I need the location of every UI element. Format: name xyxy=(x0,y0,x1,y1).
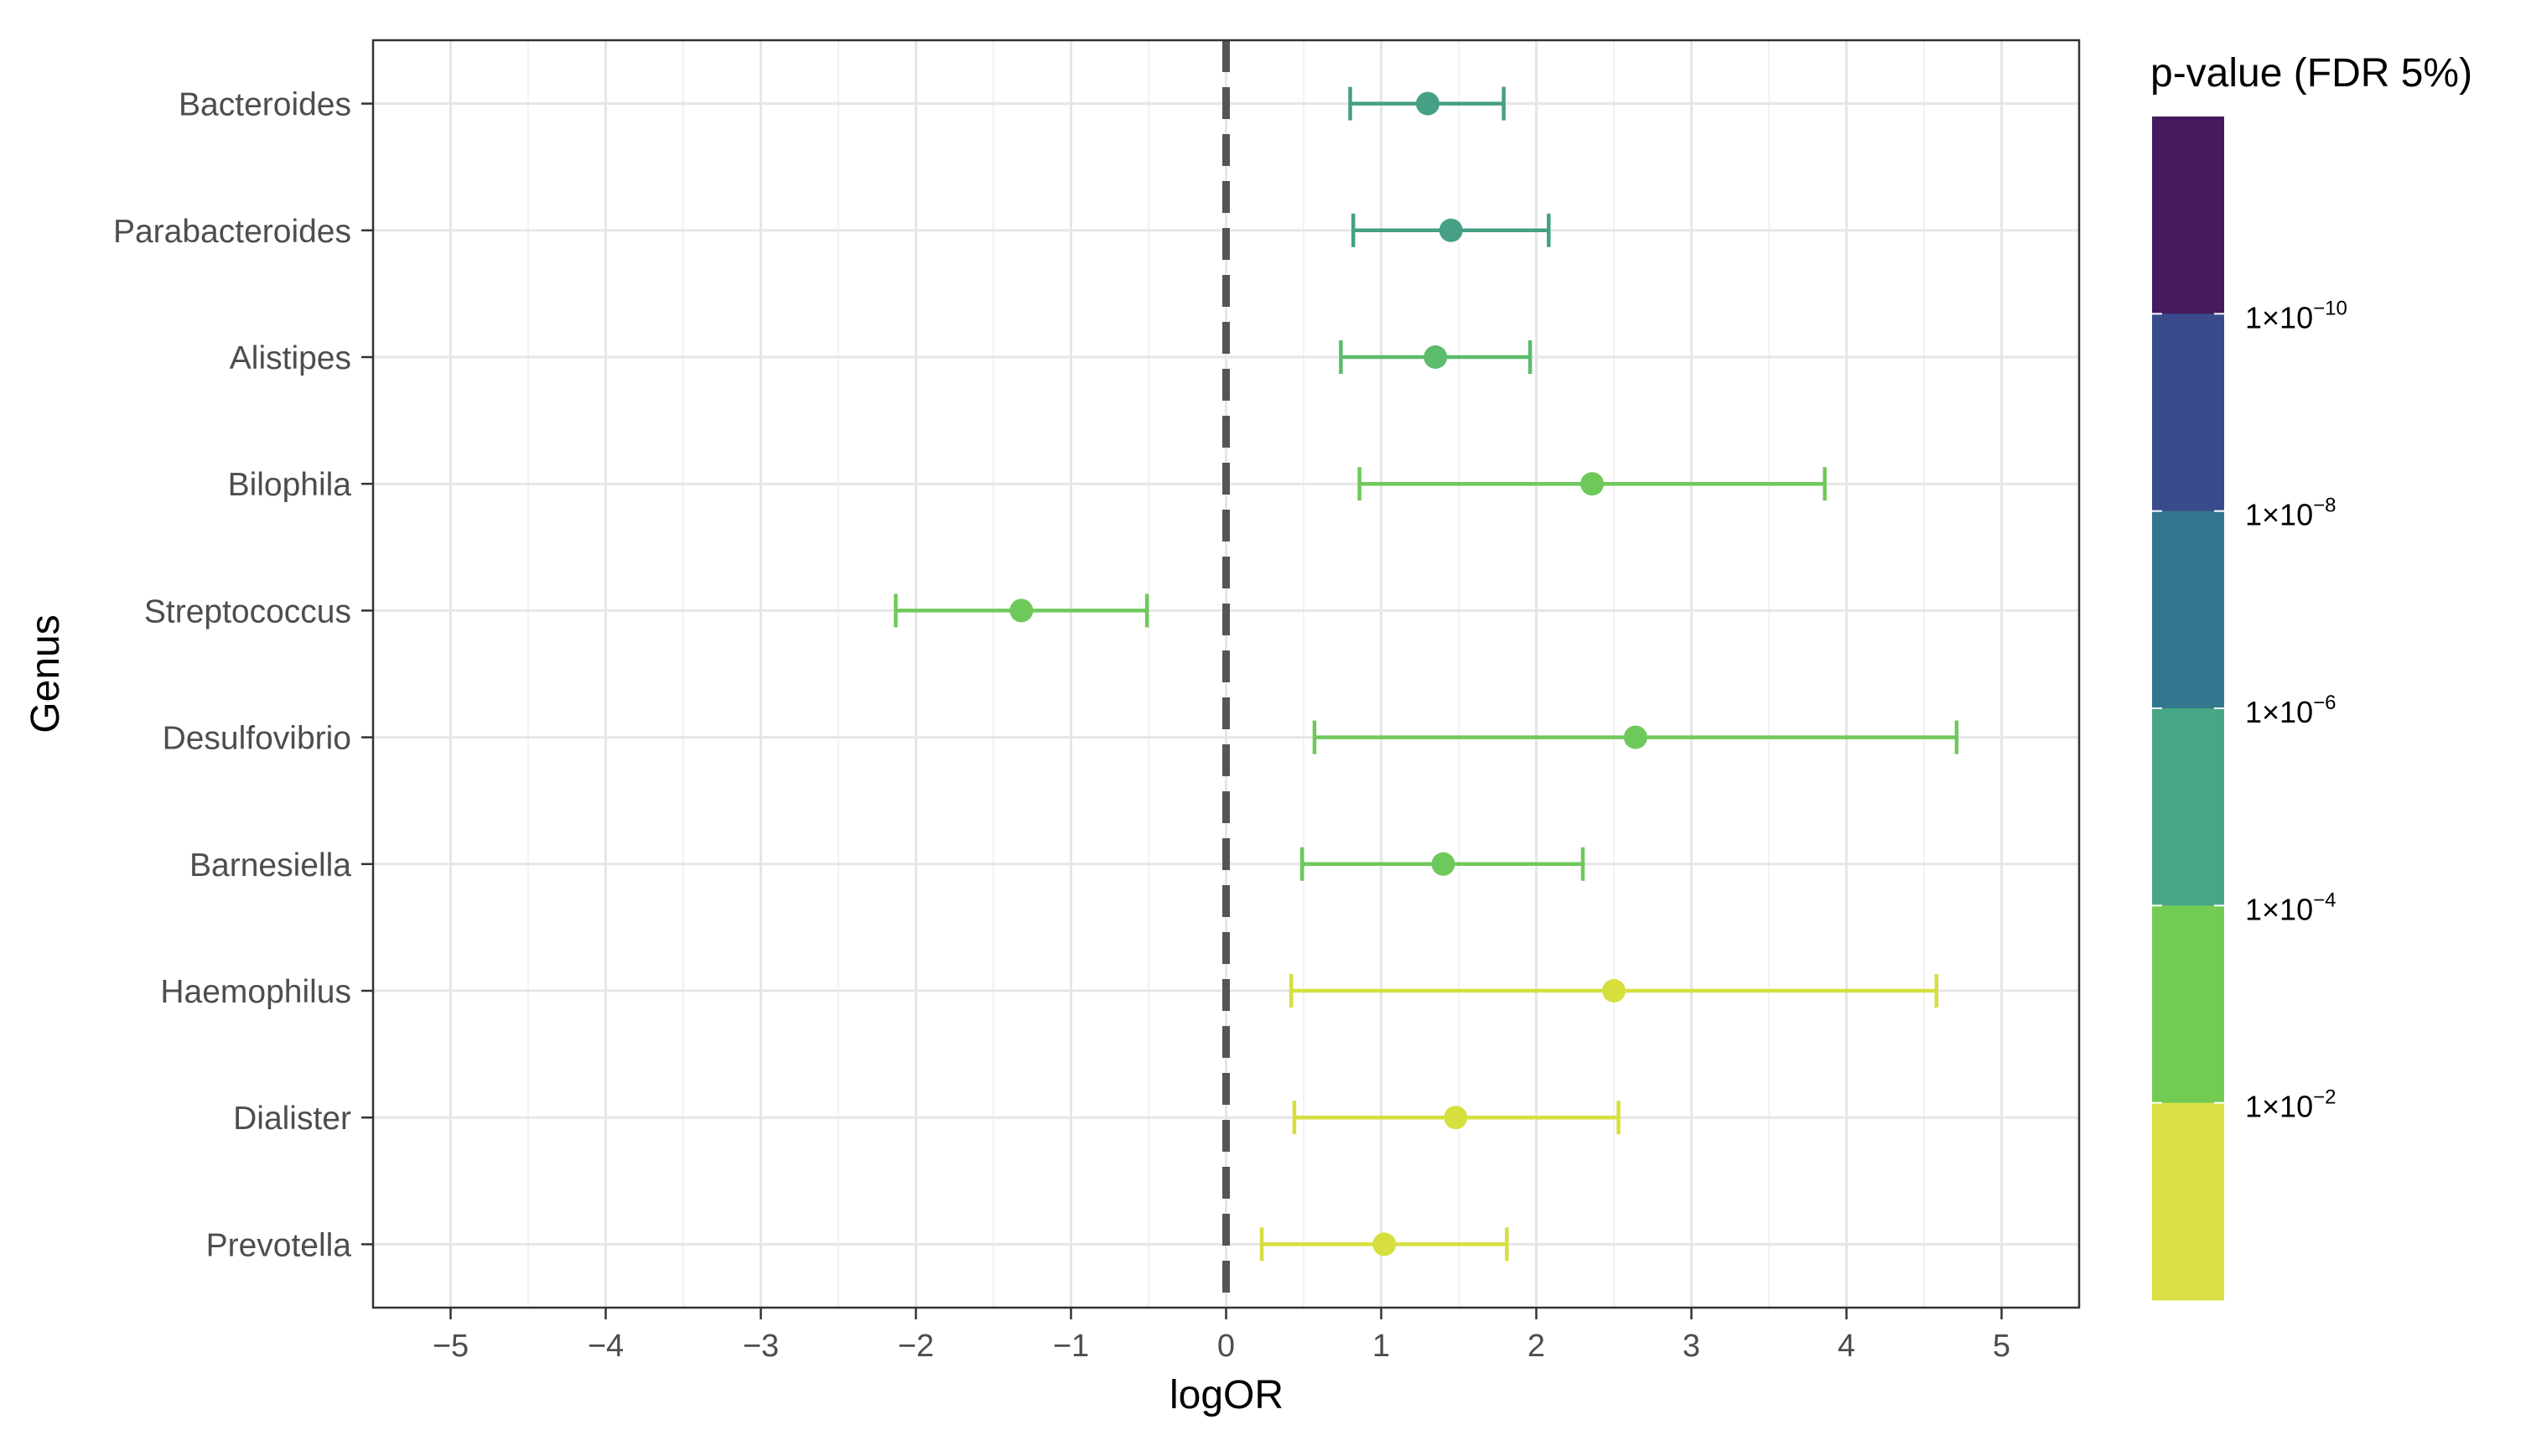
estimate-prevotella xyxy=(1259,1227,1509,1262)
x-tick-label: 3 xyxy=(1683,1329,1700,1364)
x-axis-title: logOR xyxy=(1170,1373,1284,1417)
x-tick-label: −4 xyxy=(588,1329,624,1364)
point-estimate xyxy=(1580,472,1605,496)
y-axis: Bacteroides Parabacteroides Alistipes Bilop… xyxy=(113,87,373,1263)
legend-color-band xyxy=(2152,1102,2224,1301)
x-tick-label: 4 xyxy=(1838,1329,1855,1364)
legend-label: 1×10−10 xyxy=(2245,297,2347,334)
legend-label-exponent: −4 xyxy=(2313,889,2336,911)
y-tick-label: Dialister xyxy=(233,1101,351,1137)
legend-title: p-value (FDR 5%) xyxy=(2150,51,2472,96)
legend-label-base: 1×10 xyxy=(2245,300,2313,334)
estimate-streptococcus xyxy=(894,593,1149,628)
legend-label-exponent: −6 xyxy=(2313,692,2336,714)
estimate-parabacteroides xyxy=(1351,213,1551,247)
y-tick-label: Bilophila xyxy=(228,467,352,503)
x-tick-label: −2 xyxy=(898,1329,934,1364)
legend-label: 1×10−4 xyxy=(2245,889,2336,926)
legend-color-band xyxy=(2152,313,2224,512)
legend-label-exponent: −2 xyxy=(2313,1086,2336,1109)
x-tick-label: −3 xyxy=(743,1329,779,1364)
legend-label-base: 1×10 xyxy=(2245,498,2313,532)
point-estimate xyxy=(1602,979,1626,1003)
legend-color-band xyxy=(2152,117,2224,314)
x-tick-label: 0 xyxy=(1217,1329,1235,1364)
y-tick-label: Streptococcus xyxy=(144,593,351,630)
y-tick-label: Alistipes xyxy=(230,340,351,376)
legend-label-base: 1×10 xyxy=(2245,1090,2313,1124)
y-tick-label: Barnesiella xyxy=(189,847,351,883)
legend-label: 1×10−2 xyxy=(2245,1086,2336,1124)
x-tick-label: −1 xyxy=(1053,1329,1089,1364)
legend-label: 1×10−6 xyxy=(2245,692,2336,729)
legend-color-band xyxy=(2152,510,2224,709)
x-tick-label: −5 xyxy=(433,1329,469,1364)
color-legend: p-value (FDR 5%)1×10−101×10−81×10−61×10−… xyxy=(2150,51,2472,1301)
estimate-bilophila xyxy=(1357,467,1827,501)
estimates-group xyxy=(894,86,1959,1262)
legend-label-base: 1×10 xyxy=(2245,695,2313,729)
y-axis-title: Genus xyxy=(23,614,68,733)
legend-label-exponent: −8 xyxy=(2313,495,2336,517)
point-estimate xyxy=(1416,91,1439,116)
legend-label-exponent: −10 xyxy=(2313,297,2347,319)
estimate-barnesiella xyxy=(1299,847,1585,881)
y-tick-label: Bacteroides xyxy=(179,87,351,123)
estimate-bacteroides xyxy=(1348,86,1506,121)
y-tick-label: Haemophilus xyxy=(160,974,351,1010)
legend-color-band xyxy=(2152,905,2224,1104)
estimate-alistipes xyxy=(1339,340,1533,374)
legend-label: 1×10−8 xyxy=(2245,495,2336,532)
estimate-dialister xyxy=(1292,1101,1621,1135)
y-tick-label: Desulfovibrio xyxy=(163,721,351,757)
y-tick-label: Parabacteroides xyxy=(113,214,351,250)
point-estimate xyxy=(1372,1232,1397,1257)
x-tick-label: 5 xyxy=(1993,1329,2010,1364)
legend-color-band xyxy=(2152,708,2224,906)
x-axis: −5 −4 −3 −2 −1 0 1 2 3 4 5 xyxy=(433,1308,2010,1364)
y-tick-label: Prevotella xyxy=(206,1227,352,1263)
x-tick-label: 1 xyxy=(1372,1329,1390,1364)
point-estimate xyxy=(1431,852,1455,876)
estimate-haemophilus xyxy=(1289,974,1939,1008)
estimate-desulfovibrio xyxy=(1312,720,1959,754)
point-estimate xyxy=(1424,345,1448,369)
legend-label-base: 1×10 xyxy=(2245,892,2313,926)
point-estimate xyxy=(1623,725,1647,749)
x-tick-label: 2 xyxy=(1527,1329,1545,1364)
point-estimate xyxy=(1439,218,1463,242)
point-estimate xyxy=(1009,598,1034,623)
point-estimate xyxy=(1444,1106,1468,1130)
